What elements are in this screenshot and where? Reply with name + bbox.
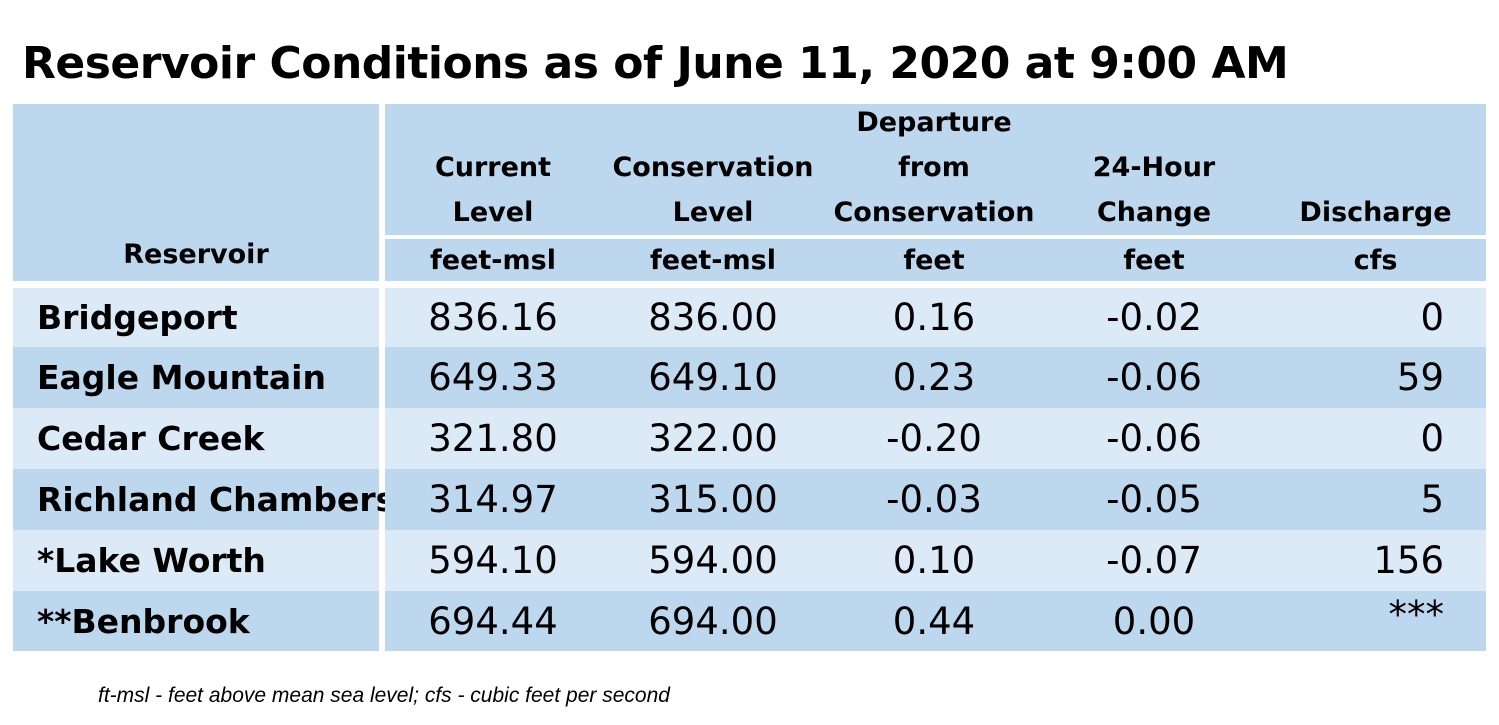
row-bridgeport-departure: 0.16 (825, 288, 1043, 347)
row-lake-worth-change: -0.07 (1043, 530, 1265, 591)
row-cedar-creek-change: -0.06 (1043, 408, 1265, 469)
header-reservoir-label: Reservoir (123, 239, 269, 270)
header-current-level-line-2: Level (452, 197, 534, 228)
row-cedar-creek-reservoir: Cedar Creek (13, 408, 379, 469)
header-departure-line-3: Conservation (833, 197, 1035, 228)
row-bridgeport-reservoir: Bridgeport (13, 288, 379, 347)
header-change-line-2: Change (1096, 197, 1212, 228)
row-eagle-mountain-current: 649.33 (385, 347, 601, 408)
row-eagle-mountain-departure: 0.23 (825, 347, 1043, 408)
row-lake-worth-conservation: 594.00 (601, 530, 825, 591)
header-reservoir: Reservoir (13, 104, 379, 281)
row-richland-chambers-departure: -0.03 (825, 469, 1043, 530)
header-departure: Departure from Conservation (825, 104, 1043, 235)
header-departure-line-2: from (898, 152, 970, 183)
row-richland-chambers-conservation: 315.00 (601, 469, 825, 530)
header-current-level-line-1: Current (434, 152, 552, 183)
header-change-line-1: 24-Hour (1092, 152, 1216, 183)
row-richland-chambers-discharge: 5 (1265, 469, 1486, 530)
row-bridgeport-change: -0.02 (1043, 288, 1265, 347)
row-lake-worth-departure: 0.10 (825, 530, 1043, 591)
row-eagle-mountain-discharge: 59 (1265, 347, 1486, 408)
header-conservation-level: Conservation Level (601, 104, 825, 235)
header-departure-line-1: Departure (856, 107, 1012, 138)
header-discharge-line-1: Discharge (1299, 197, 1452, 228)
row-lake-worth-discharge: 156 (1265, 530, 1486, 591)
header-discharge: Discharge (1265, 104, 1486, 235)
row-benbrook-reservoir: **Benbrook (13, 591, 379, 651)
row-richland-chambers-change: -0.05 (1043, 469, 1265, 530)
row-richland-chambers-current: 314.97 (385, 469, 601, 530)
reservoir-table: Reservoir Current Level Conservation Lev… (13, 104, 1486, 651)
header-conservation-level-line-1: Conservation (612, 152, 814, 183)
header-conservation-level-line-2: Level (672, 197, 754, 228)
row-lake-worth-current: 594.10 (385, 530, 601, 591)
row-eagle-mountain-conservation: 649.10 (601, 347, 825, 408)
unit-discharge: cfs (1265, 239, 1486, 281)
row-benbrook-departure: 0.44 (825, 591, 1043, 651)
row-bridgeport-current: 836.16 (385, 288, 601, 347)
row-cedar-creek-current: 321.80 (385, 408, 601, 469)
row-cedar-creek-discharge: 0 (1265, 408, 1486, 469)
footnote: ft-msl - feet above mean sea level; cfs … (98, 684, 670, 707)
row-benbrook-current: 694.44 (385, 591, 601, 651)
row-bridgeport-conservation: 836.00 (601, 288, 825, 347)
row-eagle-mountain-change: -0.06 (1043, 347, 1265, 408)
unit-current-level: feet-msl (385, 239, 601, 281)
row-richland-chambers-reservoir: Richland Chambers (13, 469, 395, 530)
unit-departure: feet (825, 239, 1043, 281)
unit-conservation-level: feet-msl (601, 239, 825, 281)
row-benbrook-conservation: 694.00 (601, 591, 825, 651)
unit-change: feet (1043, 239, 1265, 281)
row-cedar-creek-departure: -0.20 (825, 408, 1043, 469)
page-title: Reservoir Conditions as of June 11, 2020… (22, 38, 1289, 89)
row-eagle-mountain-reservoir: Eagle Mountain (13, 347, 379, 408)
row-benbrook-discharge: *** (1265, 591, 1486, 651)
row-bridgeport-discharge: 0 (1265, 288, 1486, 347)
header-current-level: Current Level (385, 104, 601, 235)
header-change: 24-Hour Change (1043, 104, 1265, 235)
row-benbrook-change: 0.00 (1043, 591, 1265, 651)
row-lake-worth-reservoir: *Lake Worth (13, 530, 379, 591)
row-cedar-creek-conservation: 322.00 (601, 408, 825, 469)
